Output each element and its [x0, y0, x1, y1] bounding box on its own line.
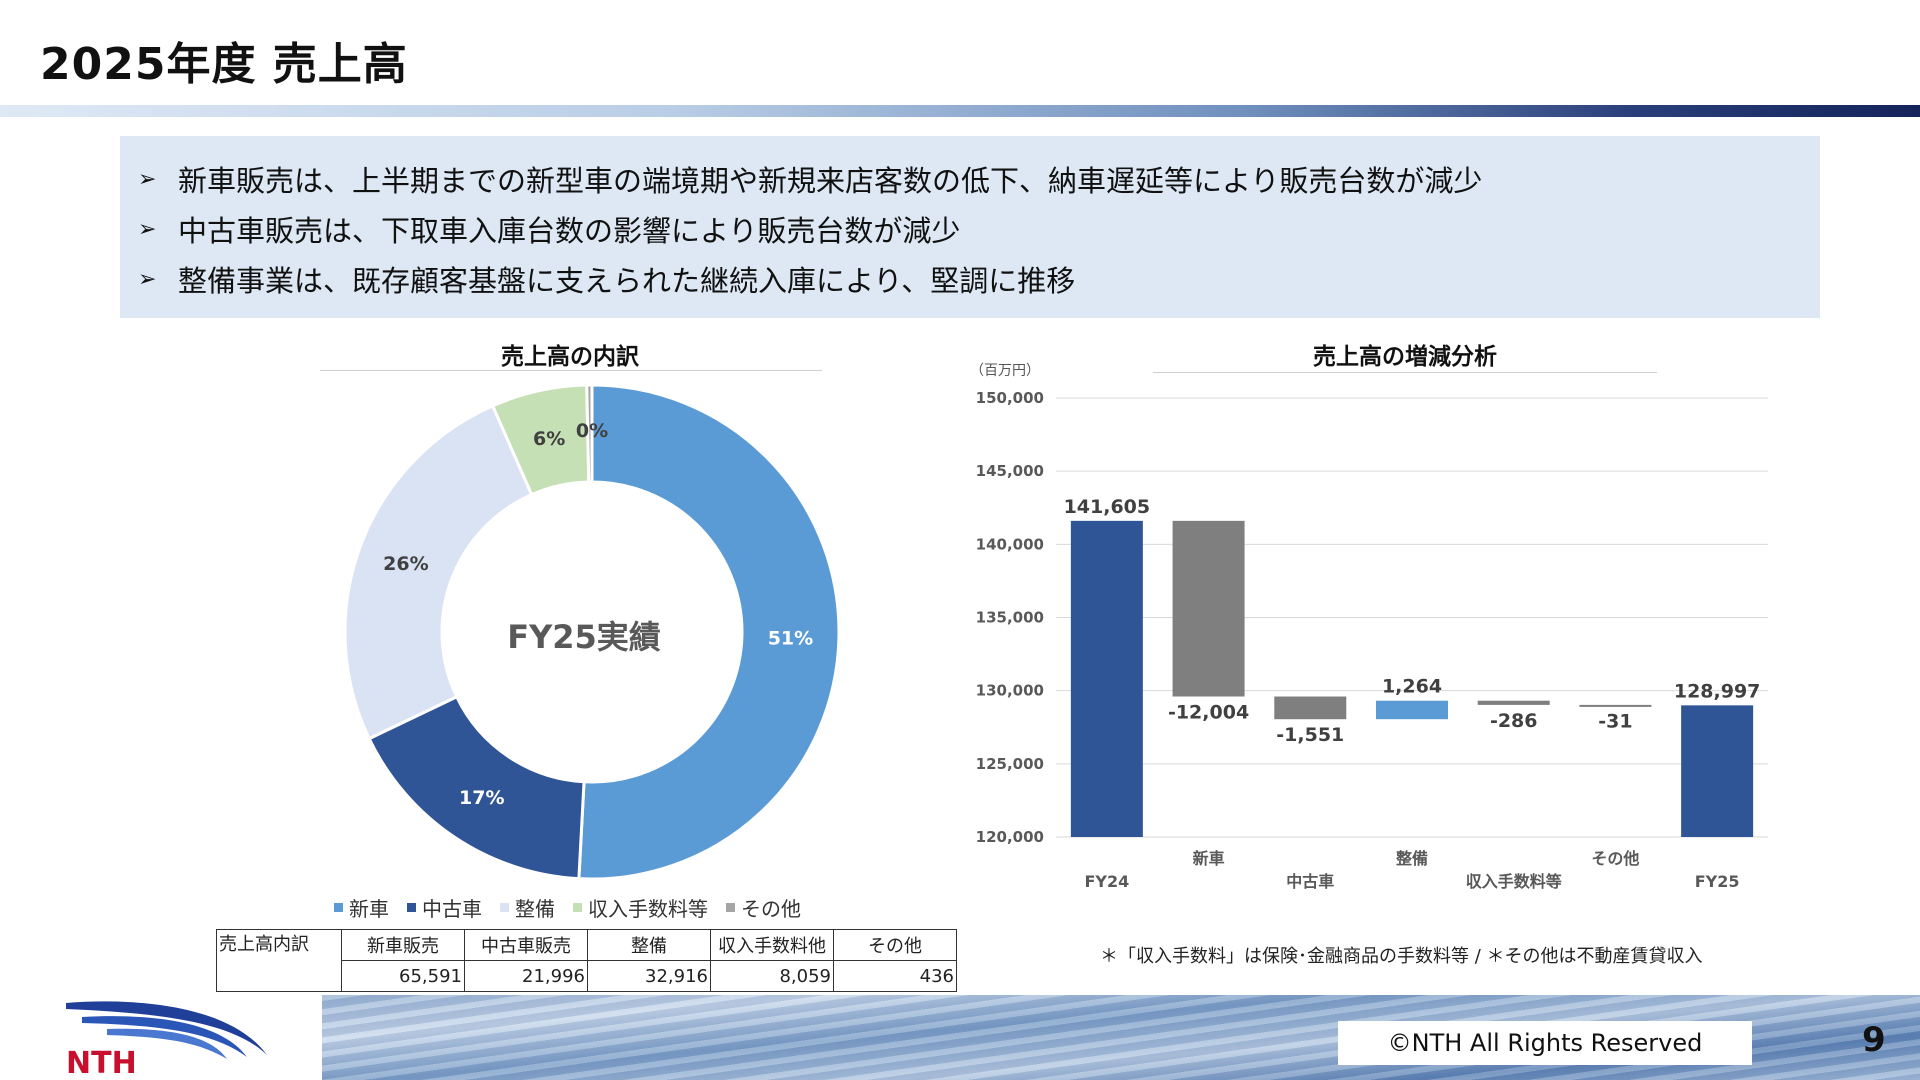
footnote: ＊「収入手数料」は保険･金融商品の手数料等 / ＊その他は不動産賃貸収入 — [1100, 946, 1703, 967]
waterfall-bar-4 — [1477, 700, 1550, 705]
page-number: 9 — [1862, 1020, 1886, 1060]
waterfall-bar-6 — [1681, 705, 1754, 837]
table-header-cell: 中古車販売 — [464, 929, 588, 961]
donut-slice-0 — [577, 383, 841, 881]
waterfall-title-underline — [1153, 372, 1657, 373]
x-category-label: 新車 — [1193, 849, 1225, 868]
x-category-label: 中古車 — [1286, 872, 1334, 891]
donut-slice-2 — [343, 403, 534, 741]
legend-label: 整備 — [515, 897, 555, 921]
legend-item: その他 — [726, 893, 801, 922]
legend-item: 整備 — [500, 893, 555, 922]
waterfall-bar-5 — [1579, 704, 1652, 707]
copyright-text: ©NTH All Rights Reserved — [1338, 1021, 1752, 1065]
waterfall-bar-3 — [1376, 700, 1448, 720]
x-category-label: 整備 — [1395, 849, 1428, 868]
donut-data-label: 26% — [383, 553, 428, 575]
waterfall-data-label: 141,605 — [1064, 496, 1151, 518]
unit-label: （百万円） — [970, 363, 1040, 379]
table-header-cell: 整備 — [587, 929, 711, 961]
waterfall-data-label: -1,551 — [1276, 724, 1344, 746]
legend-label: 新車 — [349, 897, 389, 921]
title-divider-bar — [0, 105, 1920, 117]
table-row: 売上高内訳 新車販売 中古車販売 整備 収入手数料他 その他 — [216, 929, 957, 992]
logo-text: NTH — [66, 1046, 137, 1075]
y-tick-label: 145,000 — [976, 462, 1044, 480]
y-tick-label: 120,000 — [976, 828, 1044, 846]
logo-swoosh — [82, 1016, 247, 1057]
waterfall-chart-title: 売上高の増減分析 — [1313, 344, 1497, 370]
x-category-label: FY25 — [1695, 872, 1740, 891]
table-cell: 65,591 — [341, 960, 465, 992]
waterfall-bar-0 — [1070, 520, 1143, 837]
x-category-label: その他 — [1591, 849, 1639, 868]
donut-data-label: 6% — [533, 428, 565, 450]
x-category-label: 収入手数料等 — [1466, 872, 1562, 891]
x-category-label: FY24 — [1084, 872, 1129, 891]
slide-title: 2025年度 売上高 — [40, 39, 408, 90]
legend-swatch — [573, 903, 582, 912]
donut-center-label: FY25実績 — [507, 618, 661, 656]
legend-item: 中古車 — [407, 893, 482, 922]
table-row: 65,591 21,996 32,916 8,059 436 — [217, 960, 957, 992]
legend-swatch — [500, 903, 509, 912]
legend-item: 新車 — [334, 893, 389, 922]
legend-label: 収入手数料等 — [588, 897, 708, 921]
table-cell: 8,059 — [710, 960, 834, 992]
donut-chart-title: 売上高の内訳 — [501, 344, 639, 370]
bullet-text: 整備事業は、既存顧客基盤に支えられた継続入庫により、堅調に推移 — [178, 264, 1076, 298]
y-tick-label: 125,000 — [976, 755, 1044, 773]
donut-data-label: 17% — [459, 787, 504, 809]
donut-chart: 51% 17% 26% 6% 0% FY25実績 — [343, 383, 841, 881]
waterfall-bar-1 — [1172, 520, 1245, 697]
logo-swoosh — [107, 1028, 227, 1059]
waterfall-data-label: -31 — [1598, 710, 1632, 732]
waterfall-data-label: -12,004 — [1168, 702, 1249, 724]
table-header-cell: その他 — [833, 929, 957, 961]
waterfall-bar-2 — [1274, 696, 1347, 720]
waterfall-data-label: -286 — [1490, 710, 1538, 732]
waterfall-data-label: 1,264 — [1382, 676, 1442, 698]
nth-logo: NTH — [66, 1001, 267, 1075]
bullet-arrow-icon: ➢ — [138, 166, 157, 192]
bullet-arrow-icon: ➢ — [138, 216, 157, 242]
legend-label: その他 — [741, 897, 801, 921]
y-tick-label: 150,000 — [976, 389, 1044, 407]
summary-box: ➢ 新車販売は、上半期までの新型車の端境期や新規来店客数の低下、納車遅延等により… — [120, 136, 1820, 318]
table-cell: 32,916 — [587, 960, 711, 992]
summary-bullet: ➢ 新車販売は、上半期までの新型車の端境期や新規来店客数の低下、納車遅延等により… — [138, 158, 1482, 200]
summary-bullet: ➢ 中古車販売は、下取車入庫台数の影響により販売台数が減少 — [138, 208, 960, 250]
table-header-cell: 収入手数料他 — [710, 929, 834, 961]
legend-swatch — [334, 903, 343, 912]
logo-swoosh — [66, 1001, 267, 1055]
table-cell: 21,996 — [464, 960, 588, 992]
legend-swatch — [726, 903, 735, 912]
bullet-text: 新車販売は、上半期までの新型車の端境期や新規来店客数の低下、納車遅延等により販売… — [178, 164, 1483, 198]
donut-data-label: 51% — [768, 627, 813, 649]
legend-swatch — [407, 903, 416, 912]
y-tick-label: 140,000 — [976, 535, 1044, 553]
table-row-label: 売上高内訳 — [216, 929, 342, 992]
donut-data-label: 0% — [576, 420, 608, 442]
waterfall-chart: （百万円） 120,000 125,000 130,000 135,000 140,00… — [970, 363, 1768, 891]
donut-slice-1 — [367, 694, 586, 881]
table-cell: 436 — [833, 960, 957, 992]
bullet-text: 中古車販売は、下取車入庫台数の影響により販売台数が減少 — [178, 214, 961, 248]
breakdown-table: 売上高内訳 新車販売 中古車販売 整備 収入手数料他 その他 65,591 21… — [216, 929, 957, 992]
donut-legend: 新車 中古車 整備 収入手数料等 その他 — [334, 893, 801, 922]
legend-label: 中古車 — [422, 897, 482, 921]
bullet-arrow-icon: ➢ — [138, 266, 157, 292]
y-tick-label: 130,000 — [976, 682, 1044, 700]
donut-slice-4 — [585, 383, 594, 484]
donut-title-underline — [320, 370, 822, 371]
legend-item: 収入手数料等 — [573, 893, 708, 922]
y-tick-label: 135,000 — [976, 609, 1044, 627]
summary-bullet: ➢ 整備事業は、既存顧客基盤に支えられた継続入庫により、堅調に推移 — [138, 258, 1075, 300]
waterfall-data-label: 128,997 — [1674, 680, 1761, 702]
table-header-cell: 新車販売 — [341, 929, 465, 961]
